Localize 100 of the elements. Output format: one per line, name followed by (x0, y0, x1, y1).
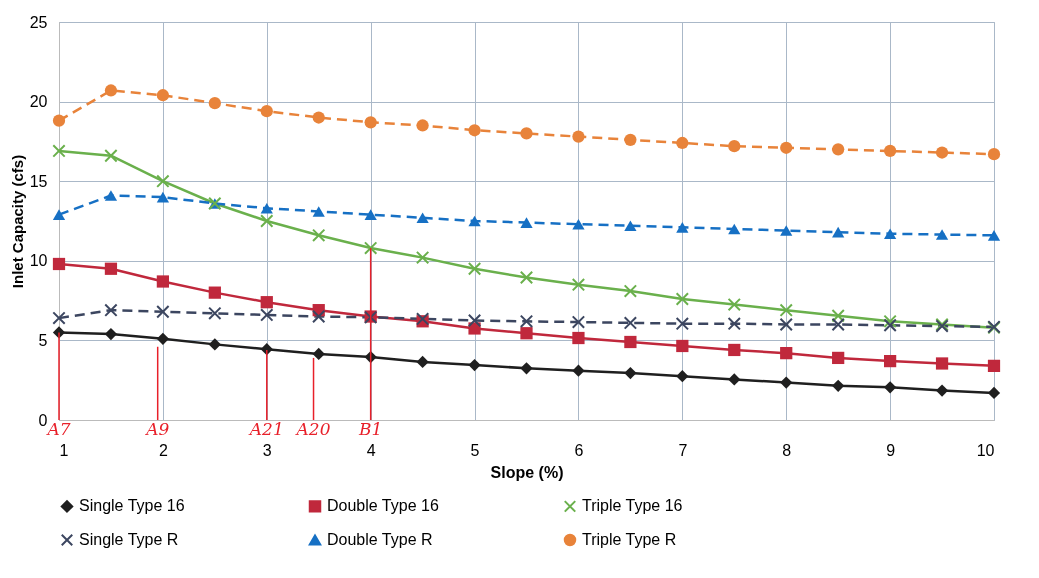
point (883, 314, 897, 328)
point (883, 144, 897, 158)
point (312, 309, 326, 324)
point (363, 241, 378, 255)
point (312, 347, 325, 361)
point (520, 362, 533, 375)
point (208, 286, 221, 299)
point (260, 296, 273, 309)
point (623, 284, 638, 298)
point (104, 149, 118, 163)
point (935, 384, 949, 397)
x-tick-label: 3 (262, 441, 272, 459)
point (883, 228, 897, 240)
annotation: A9 (144, 419, 170, 439)
point (883, 354, 897, 368)
point (519, 314, 534, 328)
point (831, 309, 845, 323)
x-tick-label: 5 (470, 441, 480, 459)
point (260, 308, 274, 322)
point (728, 373, 741, 386)
point (104, 84, 118, 97)
point (676, 136, 689, 150)
point (831, 317, 845, 332)
x-tick-label: 7 (678, 441, 688, 459)
point (156, 332, 170, 345)
point (208, 97, 221, 110)
point (312, 206, 325, 217)
point (780, 141, 793, 154)
point (832, 351, 845, 365)
legend-label: Triple Type 16 (582, 497, 683, 515)
point (935, 357, 949, 370)
point (987, 359, 1001, 372)
point (52, 209, 66, 220)
point (624, 366, 637, 380)
point (104, 262, 118, 275)
point (468, 358, 481, 372)
point (676, 370, 689, 383)
point (779, 317, 793, 332)
point (208, 306, 222, 321)
point (520, 327, 533, 340)
point (727, 297, 741, 312)
point (312, 228, 326, 243)
point (780, 376, 793, 389)
point (260, 202, 273, 214)
legend-label: Double Type 16 (327, 497, 439, 515)
point (156, 89, 170, 102)
point (415, 250, 430, 265)
point (883, 318, 897, 332)
point (572, 331, 585, 345)
point (416, 355, 429, 369)
point (727, 316, 741, 331)
point (519, 270, 534, 285)
point (728, 343, 741, 357)
point (156, 174, 170, 188)
point (571, 277, 586, 292)
point (467, 262, 482, 276)
point (52, 311, 66, 325)
point (312, 111, 325, 124)
point (728, 140, 741, 153)
point (208, 338, 221, 351)
point (675, 316, 690, 331)
x-tick-label: 2 (158, 441, 168, 459)
x-tick-label: 10 (976, 441, 995, 459)
x-tick-label: 1 (59, 441, 69, 459)
point (779, 303, 793, 317)
y-tick-label: 20 (29, 93, 48, 111)
legend-label: Single Type R (79, 531, 179, 548)
point (987, 230, 1001, 241)
point (468, 124, 481, 137)
legend-label: Triple Type R (582, 531, 677, 548)
point (780, 347, 793, 360)
point (935, 229, 949, 240)
point (987, 148, 1001, 161)
annotation: A20 (294, 419, 331, 439)
point (467, 313, 482, 328)
x-axis-title: Slope (%) (490, 463, 564, 481)
point (624, 133, 637, 146)
legend-label: Double Type R (327, 531, 433, 548)
x-tick-label: 9 (886, 441, 896, 459)
point (623, 316, 638, 330)
legend-label: Single Type 16 (79, 497, 185, 515)
point (624, 335, 637, 349)
y-tick-label: 5 (38, 331, 48, 349)
point (780, 225, 793, 236)
point (156, 305, 170, 319)
point (104, 327, 118, 341)
point (728, 223, 741, 235)
point (832, 226, 845, 238)
point (52, 257, 66, 271)
point (260, 105, 273, 118)
y-tick-label: 25 (29, 13, 48, 31)
point (156, 191, 170, 203)
y-axis-title: Inlet Capacity (cfs) (8, 154, 26, 289)
y-tick-label: 15 (29, 172, 48, 190)
point (156, 275, 170, 288)
x-tick-label: 4 (366, 441, 376, 459)
point (935, 146, 949, 159)
point (52, 114, 66, 127)
point (987, 386, 1001, 400)
y-tick-label: 0 (38, 411, 48, 429)
